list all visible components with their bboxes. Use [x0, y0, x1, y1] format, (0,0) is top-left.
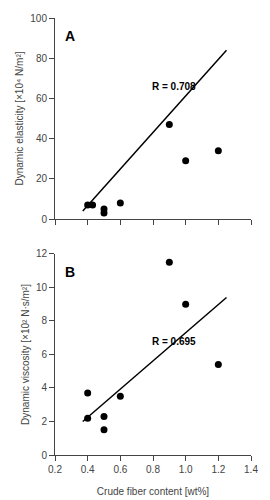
- svg-text:R = 0.695: R = 0.695: [152, 336, 196, 347]
- svg-text:1.0: 1.0: [179, 464, 193, 475]
- svg-text:A: A: [65, 28, 75, 44]
- svg-text:0: 0: [41, 214, 47, 225]
- svg-text:60: 60: [36, 93, 48, 104]
- svg-text:0.4: 0.4: [81, 464, 95, 475]
- svg-text:1.4: 1.4: [244, 464, 258, 475]
- svg-text:Dynamic viscosity [×10² N·s/m²: Dynamic viscosity [×10² N·s/m²]: [20, 284, 31, 425]
- svg-text:20: 20: [36, 173, 48, 184]
- svg-text:0.2: 0.2: [48, 464, 62, 475]
- svg-text:6: 6: [41, 349, 47, 360]
- svg-text:R = 0.708: R = 0.708: [152, 81, 196, 92]
- svg-text:0.6: 0.6: [113, 464, 127, 475]
- svg-text:4: 4: [41, 382, 47, 393]
- svg-text:8: 8: [41, 315, 47, 326]
- svg-text:80: 80: [36, 53, 48, 64]
- svg-text:100: 100: [30, 13, 47, 24]
- svg-text:2: 2: [41, 416, 47, 427]
- svg-text:40: 40: [36, 133, 48, 144]
- svg-text:0: 0: [41, 450, 47, 461]
- svg-text:10: 10: [36, 282, 48, 293]
- svg-text:0.8: 0.8: [146, 464, 160, 475]
- svg-text:Dynamic elasticity [×10⁴ N/m²]: Dynamic elasticity [×10⁴ N/m²]: [14, 51, 25, 185]
- svg-text:1.2: 1.2: [211, 464, 225, 475]
- svg-text:B: B: [65, 264, 75, 280]
- svg-text:Crude fiber content [wt%]: Crude fiber content [wt%]: [97, 486, 209, 497]
- svg-text:12: 12: [36, 248, 48, 259]
